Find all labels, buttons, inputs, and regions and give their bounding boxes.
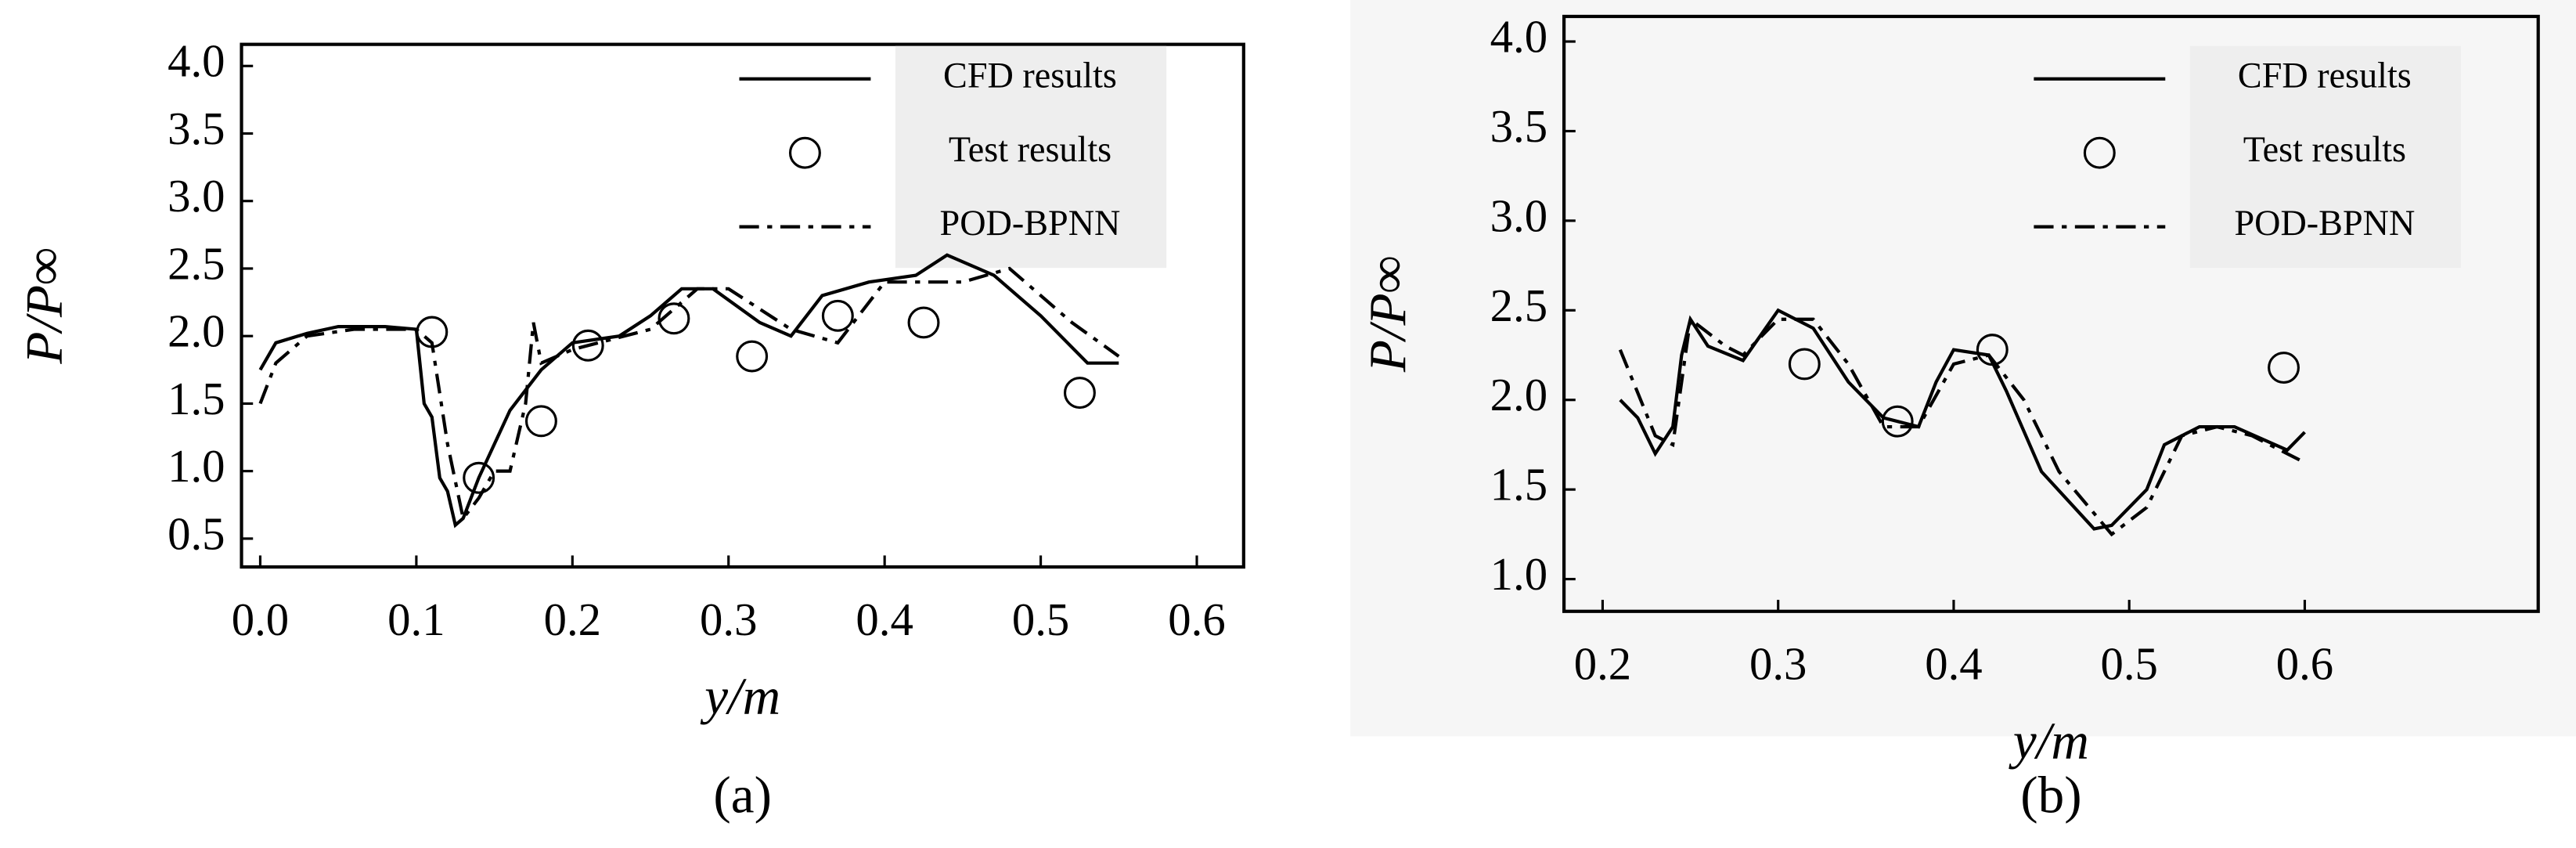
panel-label: (b) <box>2020 766 2081 825</box>
y-tick-label: 1.5 <box>1490 460 1547 511</box>
test-point <box>736 340 769 373</box>
y-tick-label: 4.0 <box>168 36 225 87</box>
y-tick-label: 1.0 <box>1490 549 1547 600</box>
x-axis-title: y/m <box>700 667 780 726</box>
legend-label: CFD results <box>2238 55 2412 95</box>
test-point <box>1788 348 1821 381</box>
test-point <box>1881 405 1914 438</box>
y-tick-label: 2.5 <box>168 238 225 289</box>
y-tick-label: 4.0 <box>1490 12 1547 63</box>
test-point <box>1063 377 1096 410</box>
y-tick-label: 3.5 <box>1490 101 1547 152</box>
legend-marker <box>788 136 821 169</box>
test-point <box>658 302 690 335</box>
y-tick-label: 2.0 <box>168 306 225 357</box>
series-line <box>258 266 1120 522</box>
test-point <box>571 329 604 362</box>
plot-frame <box>1562 14 2540 613</box>
y-tick-label: 0.5 <box>168 508 225 559</box>
legend-label: Test results <box>2243 129 2406 169</box>
x-axis-title: y/m <box>2009 711 2089 770</box>
x-tick-label: 0.6 <box>2276 639 2333 690</box>
legend-label: Test results <box>949 129 1111 169</box>
legend-background <box>2189 45 2462 269</box>
legend-background <box>895 45 1167 269</box>
x-tick-label: 0.2 <box>544 594 601 645</box>
test-point <box>2268 352 2300 384</box>
legend-label: CFD results <box>943 55 1117 95</box>
y-tick-label: 3.0 <box>1490 190 1547 241</box>
legend-label: POD-BPNN <box>2234 203 2415 243</box>
y-tick-label: 1.5 <box>168 373 225 424</box>
x-tick-label: 0.4 <box>856 594 913 645</box>
x-tick-label: 0.5 <box>2100 639 2157 690</box>
y-tick-label: 1.0 <box>168 441 225 492</box>
x-tick-label: 0.1 <box>387 594 445 645</box>
y-tick-label: 3.0 <box>168 171 225 222</box>
legend-marker <box>2083 136 2116 169</box>
test-point <box>907 306 940 339</box>
test-point <box>1976 334 2009 366</box>
x-tick-label: 0.2 <box>1574 639 1631 690</box>
x-tick-label: 0.3 <box>700 594 757 645</box>
y-tick-label: 2.5 <box>1490 280 1547 331</box>
test-point <box>463 461 495 494</box>
x-tick-label: 0.5 <box>1012 594 1069 645</box>
test-point <box>821 299 854 332</box>
y-tick-label: 2.0 <box>1490 370 1547 420</box>
plot-frame <box>240 42 1245 569</box>
x-tick-label: 0.0 <box>232 594 289 645</box>
y-tick-label: 3.5 <box>168 103 225 154</box>
x-tick-label: 0.4 <box>1925 639 1982 690</box>
legend-label: POD-BPNN <box>940 203 1121 243</box>
series-line <box>1618 316 2306 537</box>
y-axis-title: P/P∞ <box>1358 256 1417 373</box>
panel-label: (a) <box>713 766 772 825</box>
y-axis-title: P/P∞ <box>14 247 73 365</box>
x-tick-label: 0.6 <box>1168 594 1225 645</box>
test-point <box>524 405 557 438</box>
series-line <box>1619 308 2306 531</box>
x-tick-label: 0.3 <box>1749 639 1807 690</box>
series-line <box>258 253 1119 529</box>
